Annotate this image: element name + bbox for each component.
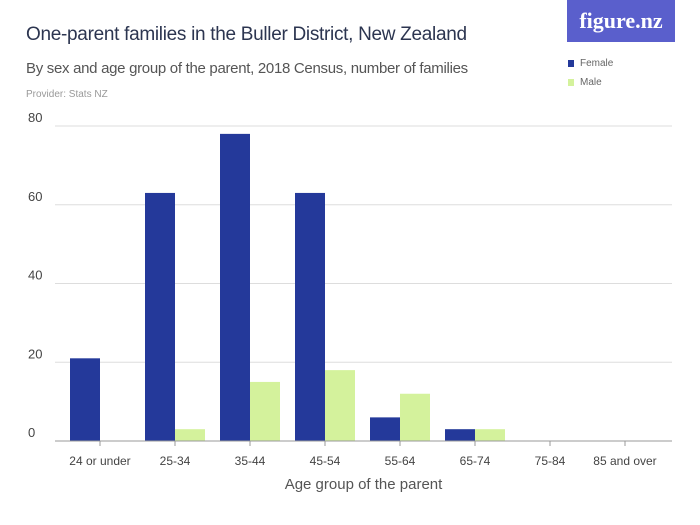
legend-male: Male: [568, 77, 602, 88]
bar-male: [175, 429, 205, 441]
x-tick-label: 25-34: [160, 454, 191, 468]
x-axis-label: Age group of the parent: [285, 476, 443, 493]
chart-title: One-parent families in the Buller Distri…: [26, 24, 467, 45]
bar-male: [250, 381, 280, 441]
legend-swatch-female: [568, 60, 574, 67]
x-tick-label: 35-44: [235, 454, 266, 468]
x-tick-label: 65-74: [460, 454, 491, 468]
legend-swatch-male: [568, 79, 574, 86]
bar-male: [325, 370, 355, 441]
y-tick-label: 0: [28, 425, 35, 440]
x-tick-label: 85 and over: [593, 454, 656, 468]
bar-female: [295, 192, 325, 441]
y-tick-label: 80: [28, 110, 42, 125]
bar-male: [400, 393, 430, 441]
x-tick-label: 75-84: [535, 454, 566, 468]
y-tick-label: 20: [28, 346, 42, 361]
provider-text: Provider: Stats NZ: [26, 89, 108, 100]
x-tick-label: 24 or under: [69, 454, 130, 468]
bar-female: [370, 417, 400, 441]
legend-label-male: Male: [580, 77, 602, 88]
y-tick-label: 60: [28, 189, 42, 204]
bar-female: [145, 192, 175, 441]
figure-nz-logo[interactable]: figure.nz: [567, 0, 675, 42]
bar-female: [220, 133, 250, 441]
legend-female: Female: [568, 58, 613, 69]
x-tick-label: 45-54: [310, 454, 341, 468]
bar-male: [475, 429, 505, 441]
x-tick-label: 55-64: [385, 454, 416, 468]
chart-subtitle: By sex and age group of the parent, 2018…: [26, 60, 468, 77]
bar-female: [445, 429, 475, 441]
y-tick-label: 40: [28, 268, 42, 283]
bar-female: [70, 358, 100, 441]
legend-label-female: Female: [580, 58, 614, 69]
